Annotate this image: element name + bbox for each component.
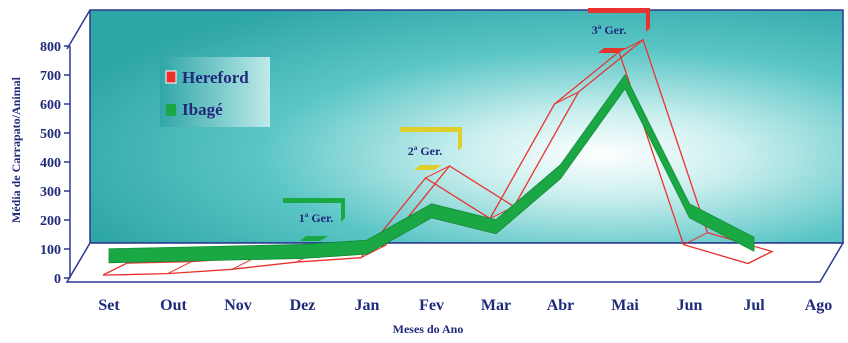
x-tick-label: Jul (743, 297, 765, 314)
legend-swatch-hereford (165, 70, 177, 84)
legend-label-hereford: Hereford (182, 68, 249, 87)
y-tick-label: 800 (40, 40, 61, 55)
annotation-marker (414, 165, 442, 170)
x-axis-title: Meses do Ano (393, 322, 464, 336)
series-ibage-band (108, 74, 755, 264)
hereford-point (425, 165, 450, 179)
y-axis: 0 100 200 300 400 500 600 700 800 (40, 40, 71, 287)
annotation-flag (400, 127, 462, 151)
y-tick-label: 300 (40, 185, 61, 200)
y-axis-title: Média de Carrapato/Animal (9, 76, 23, 223)
annotation-marker (598, 48, 626, 53)
x-axis: Set Out Nov Dez Jan Fev Mar Abr Mai Jun Jul Ago (98, 297, 832, 314)
x-tick-label: Ago (805, 297, 833, 314)
annotation-label: 3ª Ger. (592, 23, 626, 37)
y-tick-label: 600 (40, 98, 61, 113)
annotation-flag (588, 8, 650, 32)
x-tick-label: Abr (547, 297, 575, 314)
hereford-point (102, 262, 128, 276)
hereford-point (554, 91, 579, 105)
legend-box (160, 57, 270, 127)
x-tick-label: Jun (677, 297, 703, 314)
legend: Hereford Ibagé (160, 57, 270, 127)
y-tick-label: 100 (40, 243, 61, 258)
annotation-label: 1ª Ger. (299, 211, 333, 225)
hereford-point (167, 261, 192, 275)
annotation-flag (283, 198, 345, 222)
y-tick-label: 700 (40, 69, 61, 84)
annotation-layer: 1ª Ger. 2ª Ger. 3ª Ger. (283, 8, 650, 241)
legend-label-ibage: Ibagé (182, 100, 223, 119)
x-tick-label: Mar (481, 297, 511, 314)
x-tick-label: Mai (611, 297, 639, 314)
hereford-point (360, 245, 386, 259)
hereford-point (747, 251, 773, 264)
y-tick-label: 500 (40, 127, 61, 142)
x-tick-label: Dez (290, 297, 316, 314)
legend-swatch-ibage (166, 104, 176, 116)
x-tick-label: Jan (355, 297, 380, 314)
x-tick-label: Set (98, 297, 120, 314)
x-tick-label: Nov (224, 297, 252, 314)
x-tick-label: Out (160, 297, 187, 314)
chart-left-edge (66, 9, 91, 50)
hereford-point (683, 232, 708, 246)
annotation-marker (300, 236, 328, 241)
y-tick-label: 0 (54, 272, 61, 287)
x-tick-label: Fev (419, 297, 444, 314)
y-tick-label: 400 (40, 156, 61, 171)
y-tick-label: 200 (40, 214, 61, 229)
annotation-label: 2ª Ger. (408, 144, 442, 158)
